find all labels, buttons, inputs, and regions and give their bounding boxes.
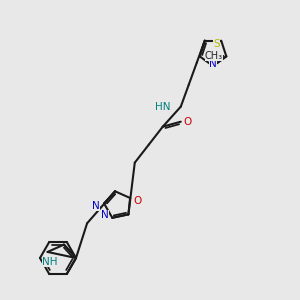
Text: O: O <box>184 117 192 127</box>
Text: CH₃: CH₃ <box>205 51 223 61</box>
Text: N: N <box>209 59 217 69</box>
Text: S: S <box>213 39 220 49</box>
Text: N: N <box>101 210 109 220</box>
Text: HN: HN <box>155 102 171 112</box>
Text: O: O <box>133 196 141 206</box>
Text: N: N <box>92 200 100 211</box>
Text: NH: NH <box>42 257 57 267</box>
